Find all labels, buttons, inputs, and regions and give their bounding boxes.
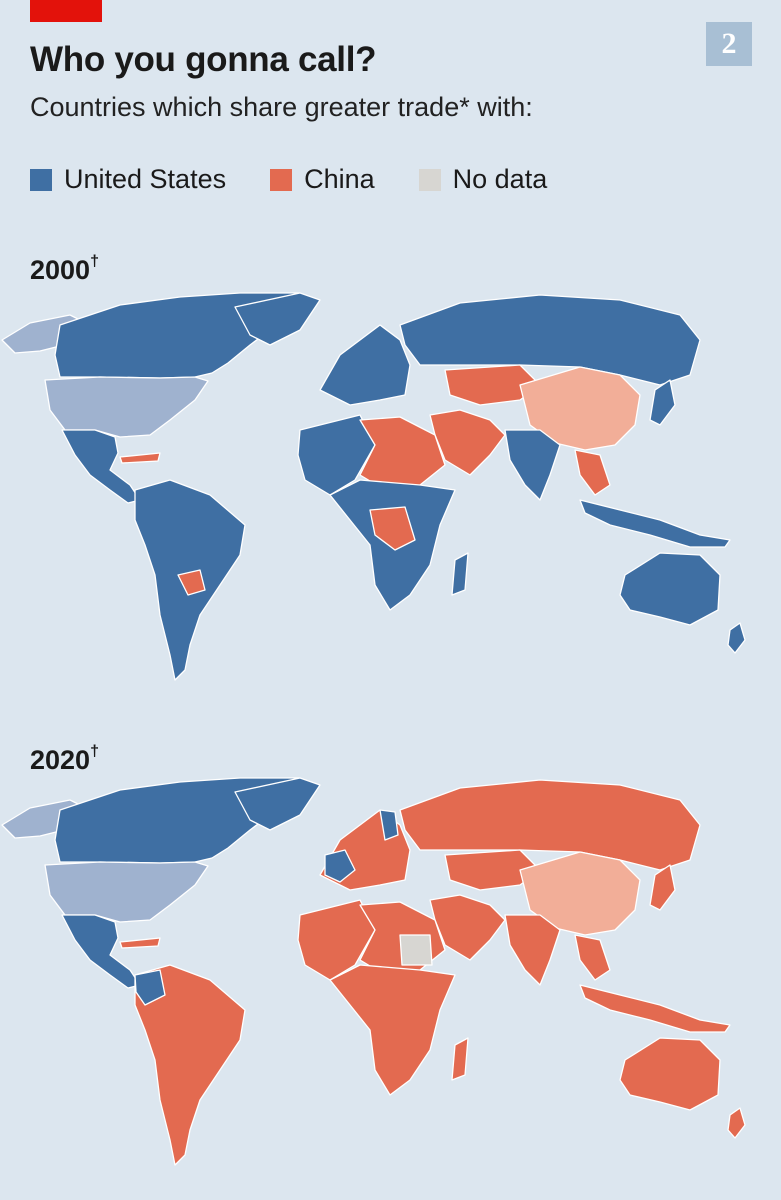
legend-swatch-us: [30, 168, 52, 191]
year-text-2020: 2020: [30, 745, 91, 775]
legend-swatch-china: [270, 168, 293, 191]
region-greenland: [234, 777, 321, 831]
region-colombia: [134, 969, 166, 1006]
region-australia: [619, 1037, 721, 1111]
region-usa: [44, 376, 209, 438]
region-central-asia: [444, 364, 541, 406]
legend-item-no-data: No data: [418, 164, 548, 195]
region-mexico: [61, 914, 141, 989]
region-india: [504, 429, 561, 501]
region-japan: [649, 379, 676, 426]
legend: United States China No data: [30, 164, 591, 195]
year-footnote-mark-2020: †: [90, 743, 99, 760]
year-text-2000: 2000: [30, 255, 91, 285]
legend-label-us: United States: [64, 164, 227, 194]
chart-subtitle: Countries which share greater trade* wit…: [30, 92, 533, 122]
chart-title: Who you gonna call?: [30, 40, 377, 79]
region-madagascar: [451, 552, 469, 596]
region-australia: [619, 552, 721, 626]
region-western-europe: [324, 849, 356, 883]
region-cuba: [119, 452, 161, 464]
region-indonesia: [579, 499, 731, 548]
region-russia: [399, 779, 701, 871]
map-year-label-2020: 2020†: [30, 743, 99, 776]
region-new-zealand: [727, 622, 746, 654]
region-greenland: [234, 292, 321, 346]
legend-label-no-data: No data: [452, 164, 548, 194]
legend-item-china: China: [270, 164, 375, 195]
region-japan: [649, 864, 676, 911]
region-russia: [399, 294, 701, 386]
legend-item-united-states: United States: [30, 164, 226, 195]
region-scandinavia: [379, 809, 399, 841]
region-new-zealand: [727, 1107, 746, 1139]
region-paraguay: [177, 569, 206, 596]
map-year-label-2000: 2000†: [30, 253, 99, 286]
region-drc: [369, 506, 416, 551]
region-usa: [44, 861, 209, 923]
region-central-africa: [329, 964, 456, 1096]
region-india: [504, 914, 561, 986]
world-map-2020: [1, 777, 746, 1166]
region-se-asia: [574, 449, 611, 496]
region-sudan: [399, 934, 433, 966]
legend-label-china: China: [304, 164, 375, 194]
world-map-2000: [1, 292, 746, 681]
region-madagascar: [451, 1037, 469, 1081]
region-se-asia: [574, 934, 611, 981]
region-mexico: [61, 429, 141, 504]
brand-tag: [30, 0, 102, 22]
region-south-america: [134, 964, 246, 1166]
region-indonesia: [579, 984, 731, 1033]
chart-number-badge: 2: [706, 22, 752, 66]
region-north-africa-east: [359, 416, 446, 491]
region-europe: [319, 324, 411, 406]
legend-swatch-no-data: [418, 168, 441, 191]
year-footnote-mark-2000: †: [90, 253, 99, 270]
region-cuba: [119, 937, 161, 949]
region-central-asia: [444, 849, 541, 891]
